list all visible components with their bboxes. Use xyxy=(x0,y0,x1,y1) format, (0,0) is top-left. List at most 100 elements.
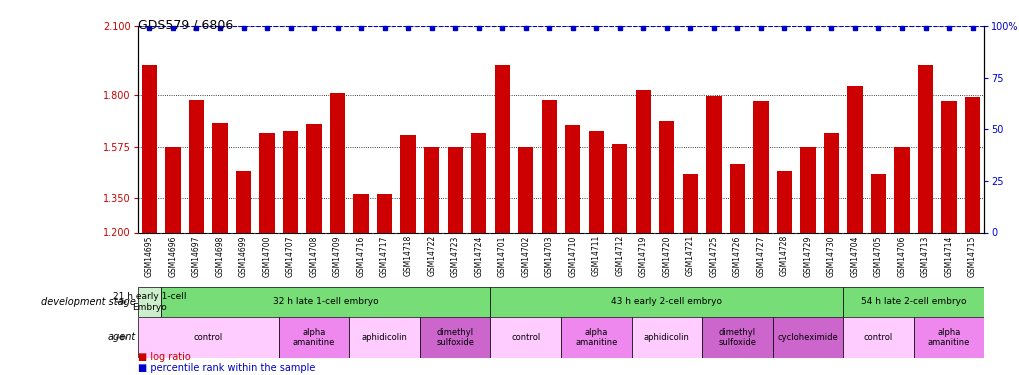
Bar xyxy=(823,133,839,232)
Text: GSM14712: GSM14712 xyxy=(614,235,624,276)
Text: GSM14713: GSM14713 xyxy=(920,235,929,277)
Bar xyxy=(565,125,580,232)
Text: GSM14714: GSM14714 xyxy=(944,235,953,277)
Text: GSM14726: GSM14726 xyxy=(733,235,741,277)
Text: control: control xyxy=(194,333,223,342)
Text: GSM14728: GSM14728 xyxy=(780,235,788,276)
Bar xyxy=(729,164,744,232)
Bar xyxy=(212,123,227,232)
Text: 21 h early 1-cell
Embryo: 21 h early 1-cell Embryo xyxy=(112,292,186,312)
Bar xyxy=(518,147,533,232)
Bar xyxy=(800,147,815,232)
Bar xyxy=(635,90,650,232)
Bar xyxy=(941,101,956,232)
Text: agent: agent xyxy=(107,333,136,342)
Text: GDS579 / 6806: GDS579 / 6806 xyxy=(138,19,232,32)
Text: GSM14723: GSM14723 xyxy=(450,235,460,277)
Bar xyxy=(631,317,701,358)
Text: GSM14724: GSM14724 xyxy=(474,235,483,277)
Bar xyxy=(917,65,932,232)
Bar xyxy=(843,287,983,317)
Text: dimethyl
sulfoxide: dimethyl sulfoxide xyxy=(436,328,474,347)
Bar xyxy=(894,147,909,232)
Text: GSM14729: GSM14729 xyxy=(803,235,811,277)
Bar xyxy=(420,317,490,358)
Bar xyxy=(776,171,792,232)
Bar xyxy=(913,317,983,358)
Text: GSM14715: GSM14715 xyxy=(967,235,976,277)
Bar xyxy=(165,147,180,232)
Bar xyxy=(189,100,204,232)
Text: ■ percentile rank within the sample: ■ percentile rank within the sample xyxy=(138,363,315,373)
Text: GSM14711: GSM14711 xyxy=(591,235,600,276)
Text: GSM14718: GSM14718 xyxy=(404,235,413,276)
Text: GSM14710: GSM14710 xyxy=(568,235,577,277)
Text: GSM14696: GSM14696 xyxy=(168,235,177,277)
Bar xyxy=(847,86,862,232)
Bar xyxy=(400,135,416,232)
Text: 32 h late 1-cell embryo: 32 h late 1-cell embryo xyxy=(273,297,378,306)
Text: GSM14701: GSM14701 xyxy=(497,235,506,277)
Text: aphidicolin: aphidicolin xyxy=(643,333,689,342)
Text: GSM14700: GSM14700 xyxy=(262,235,271,277)
Bar xyxy=(235,171,251,232)
Text: control: control xyxy=(511,333,540,342)
Text: GSM14721: GSM14721 xyxy=(685,235,694,276)
Text: cycloheximide: cycloheximide xyxy=(776,333,838,342)
Text: GSM14716: GSM14716 xyxy=(357,235,365,277)
Bar xyxy=(772,317,843,358)
Bar xyxy=(588,130,603,232)
Bar xyxy=(964,97,979,232)
Bar xyxy=(377,194,392,232)
Text: GSM14703: GSM14703 xyxy=(544,235,553,277)
Bar xyxy=(138,317,278,358)
Text: GSM14707: GSM14707 xyxy=(285,235,294,277)
Bar xyxy=(870,174,886,232)
Text: ■ log ratio: ■ log ratio xyxy=(138,352,191,362)
Text: 54 h late 2-cell embryo: 54 h late 2-cell embryo xyxy=(860,297,966,306)
Bar xyxy=(490,287,843,317)
Text: alpha
amanitine: alpha amanitine xyxy=(292,328,335,347)
Text: GSM14722: GSM14722 xyxy=(427,235,436,276)
Text: alpha
amanitine: alpha amanitine xyxy=(575,328,616,347)
Text: GSM14704: GSM14704 xyxy=(850,235,859,277)
Bar xyxy=(705,96,720,232)
Bar xyxy=(494,65,510,232)
Text: GSM14717: GSM14717 xyxy=(380,235,388,277)
Text: development stage: development stage xyxy=(41,297,136,307)
Text: GSM14699: GSM14699 xyxy=(238,235,248,277)
Text: GSM14697: GSM14697 xyxy=(192,235,201,277)
Text: GSM14730: GSM14730 xyxy=(826,235,836,277)
Text: GSM14720: GSM14720 xyxy=(661,235,671,277)
Text: GSM14727: GSM14727 xyxy=(756,235,764,277)
Bar xyxy=(278,317,348,358)
Bar xyxy=(701,317,772,358)
Bar xyxy=(541,100,556,232)
Text: GSM14725: GSM14725 xyxy=(708,235,717,277)
Text: alpha
amanitine: alpha amanitine xyxy=(927,328,969,347)
Bar xyxy=(142,65,157,232)
Bar xyxy=(682,174,697,232)
Text: 43 h early 2-cell embryo: 43 h early 2-cell embryo xyxy=(610,297,721,306)
Bar xyxy=(354,194,369,232)
Bar xyxy=(843,317,913,358)
Text: GSM14708: GSM14708 xyxy=(310,235,318,277)
Text: GSM14705: GSM14705 xyxy=(873,235,882,277)
Bar xyxy=(138,287,161,317)
Text: GSM14719: GSM14719 xyxy=(638,235,647,277)
Bar xyxy=(329,93,344,232)
Bar xyxy=(611,144,627,232)
Text: GSM14702: GSM14702 xyxy=(521,235,530,277)
Bar xyxy=(471,133,486,232)
Bar xyxy=(658,122,674,232)
Bar xyxy=(161,287,490,317)
Bar xyxy=(282,130,298,232)
Text: control: control xyxy=(863,333,893,342)
Bar xyxy=(447,147,463,232)
Bar xyxy=(752,101,767,232)
Text: GSM14709: GSM14709 xyxy=(333,235,341,277)
Bar xyxy=(424,147,439,232)
Bar xyxy=(259,133,274,232)
Bar xyxy=(560,317,631,358)
Text: GSM14706: GSM14706 xyxy=(897,235,906,277)
